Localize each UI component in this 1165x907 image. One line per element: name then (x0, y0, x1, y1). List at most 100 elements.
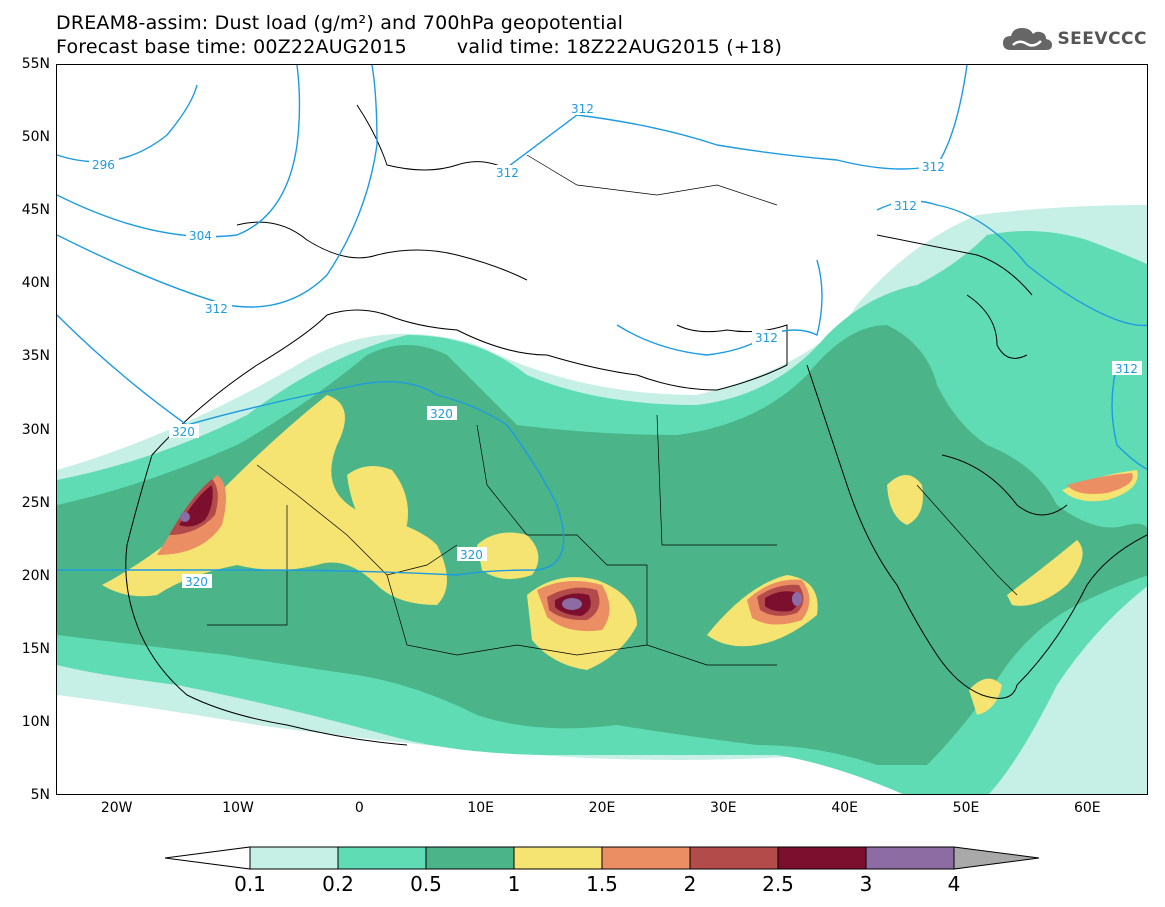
contour-line (57, 84, 198, 163)
lon-tick-label: 40E (831, 800, 858, 816)
dust-area-level8 (792, 592, 802, 606)
dust-area-level7 (765, 591, 798, 612)
base-time: Forecast base time: 00Z22AUG2015 (56, 36, 407, 58)
coastline (876, 234, 1033, 296)
dust-map: 296 304 312 312 312 312 312 312 312 320 … (57, 65, 1147, 794)
lat-tick-label: 35N (21, 348, 50, 365)
contour-label: 312 (568, 101, 598, 116)
dust-load-shading (57, 205, 1147, 794)
coastlines (125, 104, 1147, 746)
dust-area-level4 (347, 466, 408, 539)
contour-label: 320 (182, 574, 212, 589)
lat-tick-label: 40N (21, 275, 50, 292)
seevccc-logo: SEEVCCC (1001, 24, 1147, 54)
dust-area-level4 (887, 475, 923, 525)
dust-area-level4 (969, 678, 1002, 715)
lat-tick-label: 5N (30, 787, 50, 803)
coastline (151, 309, 788, 456)
contour-label: 296 (89, 157, 119, 172)
dust-area-level4 (102, 395, 447, 605)
contour-label-text: 312 (894, 199, 917, 213)
lat-tick-label: 50N (21, 129, 50, 146)
lat-tick-label: 55N (21, 56, 50, 72)
contour-labels: 296 304 312 312 312 312 312 312 312 320 … (89, 101, 1142, 589)
border (207, 505, 288, 626)
colorbar-graphic (164, 846, 1040, 870)
colorbar-swatch (865, 846, 955, 870)
lon-tick-label: 10E (467, 800, 494, 816)
colorbar-label: 1 (507, 872, 521, 896)
lon-tick-label: 30E (709, 800, 737, 816)
contour-label-text: 312 (205, 302, 228, 316)
colorbar-min-arrow (164, 846, 251, 870)
colorbar-label: 0.5 (410, 872, 442, 896)
logo-text: SEEVCCC (1057, 29, 1147, 49)
colorbar-swatch (249, 846, 339, 870)
contour-line (57, 65, 378, 308)
lat-tick-label: 30N (21, 421, 50, 438)
colorbar-label: 3 (859, 872, 873, 896)
lat-tick-label: 20N (21, 567, 50, 584)
contour-label: 312 (891, 198, 921, 213)
colorbar-swatch (689, 846, 779, 870)
colorbar-label: 2.5 (762, 872, 794, 896)
border (656, 414, 777, 546)
contour-line (616, 259, 823, 356)
contour-line (1111, 364, 1147, 470)
contour-label: 312 (752, 330, 782, 345)
dust-area-level4 (477, 532, 539, 579)
contour-label-text: 296 (92, 158, 115, 172)
contour-label: 320 (169, 424, 199, 439)
contour-label-text: 312 (496, 166, 519, 180)
coastline (966, 294, 1028, 359)
lon-tick-label: 60E (1073, 800, 1101, 816)
contour-label: 312 (1112, 361, 1142, 376)
map-area: 296 304 312 312 312 312 312 312 312 320 … (56, 64, 1148, 795)
border (386, 574, 648, 656)
lat-tick-label: 25N (21, 494, 50, 511)
contour-label: 312 (202, 301, 232, 316)
coastline (236, 221, 528, 281)
colorbar-label: 1.5 (586, 872, 618, 896)
colorbar-label: 0.2 (322, 872, 354, 896)
contour-label: 304 (186, 228, 216, 243)
lat-tick-label: 10N (21, 713, 50, 730)
contour-label: 312 (493, 165, 523, 180)
lon-tick-label: 20E (588, 800, 616, 816)
lon-tick-label: 10W (222, 800, 254, 816)
colorbar-swatch (777, 846, 867, 870)
colorbar-swatch (513, 846, 603, 870)
coastline (125, 454, 408, 746)
dust-area-level8 (180, 512, 190, 522)
colorbar-label: 0.1 (234, 872, 266, 896)
contour-line (496, 65, 968, 176)
colorbar-label: 2 (683, 872, 697, 896)
contour-label: 320 (457, 547, 487, 562)
dust-colorbar (164, 846, 1040, 870)
border (646, 565, 777, 666)
colorbar-swatch (425, 846, 515, 870)
dust-area-level5 (1067, 473, 1133, 494)
dust-area-level4 (1007, 540, 1083, 606)
colorbar-label: 4 (947, 872, 961, 896)
colorbar-swatch (337, 846, 427, 870)
contour-line (57, 314, 565, 576)
contour-label-text: 320 (172, 425, 195, 439)
border (476, 424, 647, 566)
dust-area-level8 (562, 598, 582, 610)
contour-label-text: 320 (460, 548, 483, 562)
coastline (941, 454, 1068, 516)
lon-tick-label: 20W (100, 800, 133, 816)
cloud-logo-icon (1003, 28, 1053, 50)
contour-label-text: 312 (922, 160, 945, 174)
contour-label-text: 304 (189, 229, 212, 243)
map-title: DREAM8-assim: Dust load (g/m²) and 700hP… (56, 12, 624, 34)
valid-time: valid time: 18Z22AUG2015 (+18) (456, 36, 783, 58)
time-info: Forecast base time: 00Z22AUG2015 valid ti… (56, 36, 782, 58)
border (256, 464, 458, 576)
lat-tick-label: 15N (21, 640, 50, 657)
coastline (806, 364, 1018, 699)
colorbar-max-arrow (953, 846, 1040, 870)
contour-label: 320 (427, 406, 457, 421)
contour-line (876, 200, 1147, 327)
